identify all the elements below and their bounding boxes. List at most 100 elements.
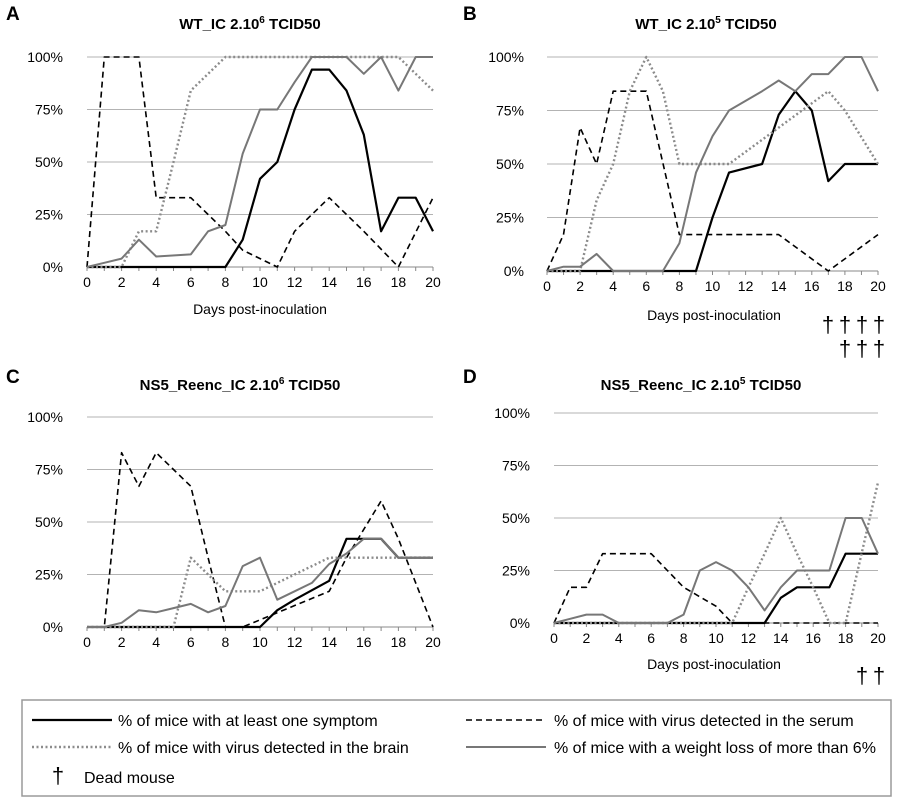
x-axis-label: Days post-inoculation [647,656,781,672]
y-tick-label: 25% [502,563,530,579]
x-tick-label: 0 [83,634,91,650]
y-tick-label: 25% [35,567,63,583]
series-line-weight [546,56,879,272]
chart-title: WT_IC 2.106 TCID50 [179,15,320,33]
y-tick-label: 25% [496,210,524,226]
x-tick-label: 12 [287,634,303,650]
x-axis-label: Days post-inoculation [193,301,327,317]
legend: % of mice with at least one symptom % of… [21,699,892,797]
panel-a: A WT_IC 2.106 TCID50 0%25%50%75%100%0 2 4 6… [6,4,441,317]
series-line-weight [87,537,433,628]
y-tick-label: 50% [35,514,63,530]
y-tick-label: 0% [43,619,63,635]
x-tick-label: 4 [609,278,617,294]
series-line-weight [86,56,433,268]
y-tick-label: 0% [510,615,530,631]
x-tick-label: 14 [773,630,789,646]
legend-label-weight: % of mice with a weight loss of more tha… [554,740,876,757]
y-tick-label: 50% [496,156,524,172]
series-line-serum [553,552,878,624]
x-tick-label: 14 [321,634,337,650]
x-tick-label: 8 [222,634,230,650]
panel-letter: A [6,4,20,25]
x-tick-label: 10 [252,634,268,650]
dagger-row-2: † [839,336,851,361]
x-tick-label: 20 [870,630,886,646]
panel-b: B WT_IC 2.105 TCID50 0% 25% 50% 75% 100% 0 2 4 6… [463,4,886,361]
legend-label-brain: % of mice with virus detected in the bra… [118,740,409,757]
x-tick-label: 8 [680,630,688,646]
chart-title-main: WT_IC 2.10 [179,16,259,33]
panel-letter: B [463,4,477,25]
x-tick-label: 2 [583,630,591,646]
dagger-row-1: † [822,312,834,337]
series-line-symptom [87,68,434,269]
series-line-brain [554,482,880,625]
chart-title-sup: 6 [259,15,265,26]
x-tick-label: 4 [152,274,160,290]
dagger-row-1: † [873,312,885,337]
x-tick-label: 2 [118,634,126,650]
series-line-symptom [554,552,878,625]
plot-area: 0% 25% 50% 75% 100% 0 2 4 6 8 10 12 14 16 18 20 [494,405,886,646]
x-tick-label: 10 [705,278,721,294]
chart-title-sup: 5 [715,15,721,26]
x-tick-label: 10 [252,274,268,290]
y-tick-label: 50% [502,510,530,526]
dagger-row-1: † [873,663,885,688]
x-tick-label: 14 [321,274,337,290]
legend-label-serum: % of mice with virus detected in the ser… [554,713,854,730]
x-tick-label: 4 [615,630,623,646]
series-line-symptom [547,90,878,273]
y-tick-label: 100% [488,49,524,65]
y-tick-label: 75% [502,458,530,474]
panel-c: C NS5_Reenc_IC 2.106 TCID50 0%25%50%75%1… [6,367,441,650]
x-tick-label: 20 [870,278,886,294]
x-tick-label: 0 [543,278,551,294]
y-tick-label: 100% [27,409,63,425]
y-tick-label: 0% [43,259,63,275]
x-tick-label: 12 [287,274,303,290]
dagger-row-2: † [856,336,868,361]
x-tick-label: 12 [741,630,757,646]
chart-title-sup: 5 [740,376,746,387]
panel-letter: D [463,367,477,388]
y-tick-label: 75% [35,462,63,478]
x-tick-label: 16 [356,274,372,290]
x-tick-label: 0 [550,630,558,646]
chart-title: WT_IC 2.105 TCID50 [635,15,776,33]
legend-label-dead-mouse: Dead mouse [84,770,175,787]
x-tick-label: 18 [838,630,854,646]
legend-label-symptom: % of mice with at least one symptom [118,713,378,730]
x-tick-label: 4 [152,634,160,650]
dagger-row-2: † [873,336,885,361]
dead-mouse-icon: † [52,763,64,788]
y-tick-label: 100% [494,405,530,421]
x-tick-label: 8 [222,274,230,290]
series-line-weight [553,517,879,624]
dagger-row-1: † [856,312,868,337]
chart-title-rest: TCID50 [745,377,801,394]
y-tick-label: 75% [35,102,63,118]
y-tick-label: 0% [504,263,524,279]
series-line-serum [87,451,434,628]
panel-letter: C [6,367,20,388]
chart-title-rest: TCID50 [284,377,340,394]
x-tick-label: 6 [187,634,195,650]
x-tick-label: 2 [576,278,584,294]
dagger-row-1: † [856,663,868,688]
x-tick-label: 6 [642,278,650,294]
chart-title-rest: TCID50 [721,16,777,33]
dagger-row-1: † [839,312,851,337]
chart-title-rest: TCID50 [265,16,321,33]
x-tick-label: 6 [187,274,195,290]
x-tick-label: 2 [118,274,126,290]
y-tick-label: 75% [496,103,524,119]
chart-title-sup: 6 [279,376,285,387]
y-tick-label: 100% [27,49,63,65]
x-tick-label: 8 [676,278,684,294]
x-tick-label: 18 [391,274,407,290]
x-axis-label: Days post-inoculation [647,307,781,323]
x-tick-label: 6 [647,630,655,646]
